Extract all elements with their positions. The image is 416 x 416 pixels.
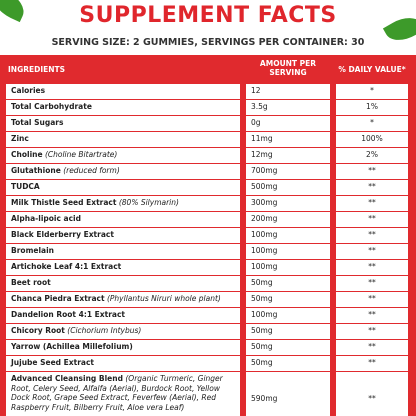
amount-cell: 11mg bbox=[246, 132, 330, 147]
daily-value-cell: ** bbox=[336, 244, 408, 259]
ingredient-cell: Beet root bbox=[6, 276, 240, 291]
ingredient-cell: Choline (Choline Bitartrate) bbox=[6, 148, 240, 163]
amount-cell: 50mg bbox=[246, 276, 330, 291]
ingredient-name: Milk Thistle Seed Extract bbox=[11, 198, 117, 207]
ingredient-cell: Black Elderberry Extract bbox=[6, 228, 240, 243]
daily-value-cell: ** bbox=[336, 340, 408, 355]
daily-value-cell: ** bbox=[336, 372, 408, 416]
ingredient-cell: Chanca Piedra Extract (Phyllantus Niruri… bbox=[6, 292, 240, 307]
ingredient-note: (Cichorium Intybus) bbox=[67, 326, 142, 335]
amount-cell: 500mg bbox=[246, 180, 330, 195]
amount-cell: 590mg bbox=[246, 372, 330, 416]
ingredient-cell: TUDCA bbox=[6, 180, 240, 195]
amount-cell: 100mg bbox=[246, 260, 330, 275]
amount-cell: 300mg bbox=[246, 196, 330, 211]
daily-value-cell: ** bbox=[336, 212, 408, 227]
column-header: INGREDIENTS bbox=[8, 65, 66, 74]
ingredient-name: Zinc bbox=[11, 134, 29, 143]
daily-value-cell: ** bbox=[336, 164, 408, 179]
amount-cell: 100mg bbox=[246, 228, 330, 243]
daily-value-cell: * bbox=[336, 84, 408, 99]
ingredient-cell: Calories bbox=[6, 84, 240, 99]
ingredient-cell: Artichoke Leaf 4:1 Extract bbox=[6, 260, 240, 275]
amount-cell: 50mg bbox=[246, 324, 330, 339]
ingredient-cell: Milk Thistle Seed Extract (80% Silymarin… bbox=[6, 196, 240, 211]
ingredient-name: Artichoke Leaf 4:1 Extract bbox=[11, 262, 122, 271]
daily-value-cell: 2% bbox=[336, 148, 408, 163]
ingredient-name: Total Sugars bbox=[11, 118, 64, 127]
ingredient-cell: Alpha-lipoic acid bbox=[6, 212, 240, 227]
ingredient-name: Jujube Seed Extract bbox=[11, 358, 94, 367]
daily-value-cell: 100% bbox=[336, 132, 408, 147]
ingredient-note: (Choline Bitartrate) bbox=[44, 150, 118, 159]
ingredient-name: Total Carbohydrate bbox=[11, 102, 92, 111]
amount-cell: 12 bbox=[246, 84, 330, 99]
daily-value-cell: ** bbox=[336, 356, 408, 371]
amount-cell: 100mg bbox=[246, 308, 330, 323]
ingredient-cell: Total Carbohydrate bbox=[6, 100, 240, 115]
ingredient-cell: Chicory Root (Cichorium Intybus) bbox=[6, 324, 240, 339]
daily-value-cell: ** bbox=[336, 196, 408, 211]
ingredient-note: (reduced form) bbox=[63, 166, 120, 175]
ingredient-name: Chanca Piedra Extract bbox=[11, 294, 105, 303]
ingredient-name: Alpha-lipoic acid bbox=[11, 214, 81, 223]
ingredient-name: Bromelain bbox=[11, 246, 55, 255]
ingredient-name: Chicory Root bbox=[11, 326, 65, 335]
ingredient-name: TUDCA bbox=[11, 182, 40, 191]
ingredient-cell: Dandelion Root 4:1 Extract bbox=[6, 308, 240, 323]
ingredient-name: Black Elderberry Extract bbox=[11, 230, 114, 239]
daily-value-cell: ** bbox=[336, 308, 408, 323]
ingredient-cell: Bromelain bbox=[6, 244, 240, 259]
amount-cell: 3.5g bbox=[246, 100, 330, 115]
amount-cell: 12mg bbox=[246, 148, 330, 163]
ingredient-note: (80% Silymarin) bbox=[118, 198, 179, 207]
ingredient-cell: Advanced Cleansing Blend (Organic Turmer… bbox=[6, 372, 240, 416]
ingredient-cell: Jujube Seed Extract bbox=[6, 356, 240, 371]
ingredient-note: (Organic Turmeric, Ginger Root, Celery S… bbox=[11, 374, 223, 412]
daily-value-cell: ** bbox=[336, 180, 408, 195]
ingredient-name: Yarrow (Achillea Millefolium) bbox=[11, 342, 133, 351]
daily-value-cell: ** bbox=[336, 292, 408, 307]
subtitle: SERVING SIZE: 2 GUMMIES, SERVINGS PER CO… bbox=[51, 37, 365, 48]
ingredient-name: Glutathione bbox=[11, 166, 61, 175]
ingredient-name: Beet root bbox=[11, 278, 51, 287]
daily-value-cell: ** bbox=[336, 228, 408, 243]
amount-cell: 700mg bbox=[246, 164, 330, 179]
ingredient-name: Calories bbox=[11, 86, 46, 95]
facts-table: INGREDIENTS AMOUNT PER SERVING % DAILY V… bbox=[0, 55, 416, 416]
ingredient-name: Choline bbox=[11, 150, 43, 159]
ingredient-name: Advanced Cleansing Blend bbox=[11, 374, 123, 383]
daily-value-cell: * bbox=[336, 116, 408, 131]
ingredient-cell: Total Sugars bbox=[6, 116, 240, 131]
daily-value-cell: ** bbox=[336, 260, 408, 275]
ingredient-name: Dandelion Root 4:1 Extract bbox=[11, 310, 125, 319]
amount-cell: 50mg bbox=[246, 292, 330, 307]
amount-cell: 0g bbox=[246, 116, 330, 131]
amount-cell: 200mg bbox=[246, 212, 330, 227]
ingredient-cell: Zinc bbox=[6, 132, 240, 147]
daily-value-cell: ** bbox=[336, 324, 408, 339]
amount-cell: 100mg bbox=[246, 244, 330, 259]
ingredient-note: (Phyllantus Niruri whole plant) bbox=[106, 294, 221, 303]
daily-value-cell: ** bbox=[336, 276, 408, 291]
column-header: % DAILY VALUE* bbox=[338, 65, 406, 74]
amount-cell: 50mg bbox=[246, 340, 330, 355]
column-header: AMOUNT PER SERVING bbox=[259, 59, 317, 77]
daily-value-cell: 1% bbox=[336, 100, 408, 115]
title: SUPPLEMENT FACTS bbox=[79, 3, 337, 28]
ingredient-cell: Yarrow (Achillea Millefolium) bbox=[6, 340, 240, 355]
ingredient-cell: Glutathione (reduced form) bbox=[6, 164, 240, 179]
amount-cell: 50mg bbox=[246, 356, 330, 371]
